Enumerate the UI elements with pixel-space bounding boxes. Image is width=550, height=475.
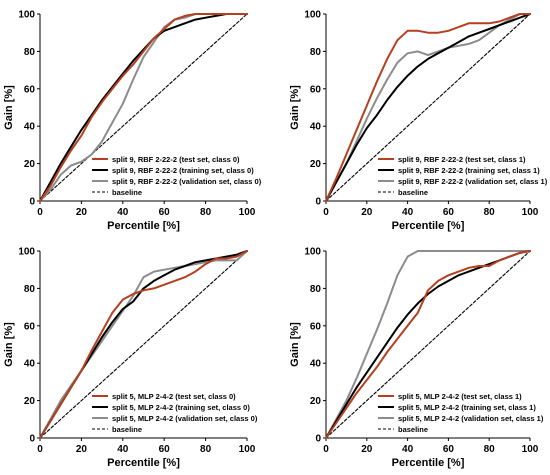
y-tick-label: 80 xyxy=(310,284,322,295)
x-tick-label: 60 xyxy=(443,207,455,218)
y-tick-label: 20 xyxy=(24,159,36,170)
y-tick-label: 60 xyxy=(310,84,322,95)
y-tick-label: 60 xyxy=(310,321,322,332)
x-tick-label: 20 xyxy=(361,444,373,455)
y-tick-label: 40 xyxy=(310,359,322,370)
x-tick-label: 60 xyxy=(443,444,455,455)
y-tick-label: 0 xyxy=(29,197,35,208)
series-line-3 xyxy=(325,250,531,439)
y-tick-label: 100 xyxy=(18,247,35,258)
y-tick-label: 0 xyxy=(29,434,35,445)
x-axis-label: Percentile [%] xyxy=(107,457,180,469)
x-tick-label: 80 xyxy=(200,207,212,218)
y-tick-label: 100 xyxy=(304,247,321,258)
y-axis-label: Gain [%] xyxy=(289,85,301,130)
x-tick-label: 20 xyxy=(361,207,373,218)
chart-panel-3: 0 20 40 60 80 100 0 20 40 60 80 100 Percentile [%] Ga… xyxy=(3,247,258,470)
x-tick-label: 40 xyxy=(117,207,129,218)
chart-panel-4: 0 20 40 60 80 100 0 20 40 60 80 100 Percentile [%] Ga… xyxy=(289,247,544,470)
legend-label: baseline xyxy=(398,425,428,434)
y-tick-label: 20 xyxy=(24,396,36,407)
legend-label: split 5, MLP 2-4-2 (validation set, clas… xyxy=(112,414,258,423)
legend-label: baseline xyxy=(112,188,142,197)
x-tick-label: 80 xyxy=(484,207,496,218)
x-tick-label: 100 xyxy=(239,207,256,218)
y-tick-label: 20 xyxy=(310,159,322,170)
legend-label: split 9, RBF 2-22-2 (validation set, cla… xyxy=(112,177,262,186)
x-axis-label: Percentile [%] xyxy=(392,220,465,232)
series-line-2 xyxy=(39,13,248,202)
y-tick-label: 20 xyxy=(310,396,322,407)
series-line-1 xyxy=(325,13,531,202)
y-tick-label: 60 xyxy=(24,84,36,95)
legend-label: split 5, MLP 2-4-2 (training set, class … xyxy=(112,403,250,412)
y-tick-label: 40 xyxy=(310,122,322,133)
legend-label: baseline xyxy=(398,188,428,197)
y-axis-label: Gain [%] xyxy=(289,322,301,367)
y-tick-label: 100 xyxy=(18,10,35,21)
legend-label: split 9, RBF 2-22-2 (training set, class… xyxy=(398,166,540,175)
x-axis-label: Percentile [%] xyxy=(392,457,465,469)
x-tick-label: 100 xyxy=(239,444,256,455)
legend-label: split 9, RBF 2-22-2 (test set, class 0) xyxy=(112,155,240,164)
x-tick-label: 80 xyxy=(484,444,496,455)
x-tick-label: 20 xyxy=(76,444,88,455)
y-tick-label: 0 xyxy=(315,434,321,445)
legend-label: split 5, MLP 2-4-2 (test set, class 1) xyxy=(398,392,522,401)
x-tick-label: 40 xyxy=(402,207,414,218)
legend-label: split 9, RBF 2-22-2 (test set, class 1) xyxy=(398,155,526,164)
x-tick-label: 0 xyxy=(37,207,43,218)
baseline-line xyxy=(325,13,531,202)
baseline-line xyxy=(39,250,248,439)
x-tick-label: 60 xyxy=(159,444,171,455)
chart-panel-1: 0 20 40 60 80 100 0 20 40 60 80 100 Percentile [%] Ga… xyxy=(3,10,262,233)
y-tick-label: 60 xyxy=(24,321,36,332)
y-tick-label: 80 xyxy=(24,47,36,58)
x-tick-label: 80 xyxy=(200,444,212,455)
y-axis-label: Gain [%] xyxy=(3,322,15,367)
legend-label: split 5, MLP 2-4-2 (validation set, clas… xyxy=(398,414,544,423)
y-tick-label: 80 xyxy=(310,47,322,58)
x-tick-label: 40 xyxy=(117,444,129,455)
legend-label: split 5, MLP 2-4-2 (training set, class … xyxy=(398,403,536,412)
y-tick-label: 0 xyxy=(315,197,321,208)
series-line-1 xyxy=(325,250,531,439)
x-axis-label: Percentile [%] xyxy=(107,220,180,232)
legend-label: baseline xyxy=(112,425,142,434)
series-line-2 xyxy=(325,13,531,202)
y-tick-label: 40 xyxy=(24,359,36,370)
x-tick-label: 100 xyxy=(522,444,539,455)
series-line-1 xyxy=(39,250,248,439)
x-tick-label: 0 xyxy=(323,207,329,218)
baseline-line xyxy=(325,250,531,439)
y-axis-label: Gain [%] xyxy=(3,85,15,130)
series-line-3 xyxy=(325,13,531,202)
y-tick-label: 80 xyxy=(24,284,36,295)
chart-panel-2: 0 20 40 60 80 100 0 20 40 60 80 100 Percentile [%] Ga… xyxy=(289,10,548,233)
legend-label: split 9, RBF 2-22-2 (validation set, cla… xyxy=(398,177,548,186)
x-tick-label: 0 xyxy=(323,444,329,455)
legend-label: split 9, RBF 2-22-2 (training set, class… xyxy=(112,166,254,175)
x-tick-label: 60 xyxy=(159,207,171,218)
legend-label: split 5, MLP 2-4-2 (test set, class 0) xyxy=(112,392,236,401)
y-tick-label: 40 xyxy=(24,122,36,133)
baseline-line xyxy=(39,13,248,202)
x-tick-label: 100 xyxy=(522,207,539,218)
y-tick-label: 100 xyxy=(304,10,321,21)
x-tick-label: 0 xyxy=(37,444,43,455)
x-tick-label: 20 xyxy=(76,207,88,218)
series-line-1 xyxy=(39,13,248,202)
x-tick-label: 40 xyxy=(402,444,414,455)
